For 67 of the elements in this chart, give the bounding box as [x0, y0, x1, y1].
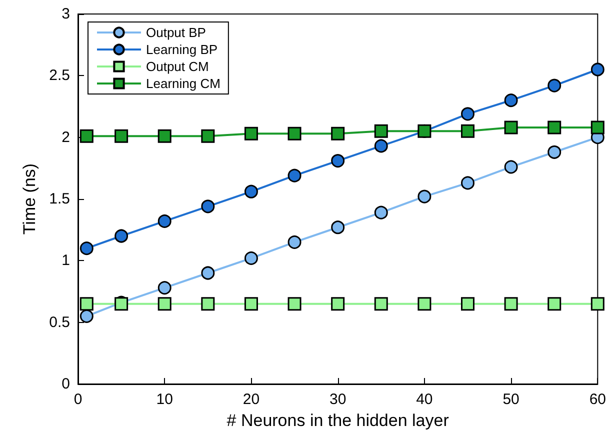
point	[504, 297, 518, 311]
point	[460, 124, 474, 138]
x-tick-label: 40	[416, 391, 433, 408]
point	[288, 297, 302, 311]
point	[504, 120, 518, 134]
point	[461, 176, 474, 190]
y-axis-title: Time (ns)	[20, 163, 39, 235]
legend-label: Learning CM	[146, 76, 220, 91]
point	[331, 220, 345, 234]
point	[504, 94, 518, 108]
point	[201, 200, 215, 214]
point	[460, 297, 474, 311]
y-tick-label: 0.5	[49, 314, 70, 331]
point	[374, 139, 388, 153]
x-tick-label: 50	[502, 391, 520, 408]
point	[331, 126, 345, 140]
point	[288, 235, 302, 249]
y-tick-label: 2	[62, 128, 70, 146]
x-tick-label: 30	[329, 391, 346, 408]
point	[288, 168, 302, 182]
point	[158, 214, 172, 228]
point	[374, 124, 388, 138]
point	[80, 129, 94, 143]
x-tick-label: 10	[156, 391, 173, 408]
point	[331, 154, 345, 168]
point	[590, 62, 604, 76]
point	[590, 120, 604, 134]
point	[201, 129, 215, 143]
point	[244, 297, 258, 311]
legend-label: Output BP	[146, 25, 206, 40]
point	[244, 184, 258, 198]
y-tick-label: 0	[62, 376, 70, 392]
point	[244, 251, 258, 265]
x-tick-label: 20	[242, 391, 260, 408]
point	[288, 126, 302, 140]
y-tick-label: 2.5	[49, 67, 70, 84]
point	[418, 190, 432, 204]
legend-label: Output CM	[146, 59, 209, 74]
point	[201, 297, 215, 311]
x-axis-title: # Neurons in the hidden layer	[226, 411, 450, 430]
y-tick-label: 1.5	[49, 190, 70, 208]
point	[331, 297, 345, 311]
x-tick-label: 0	[74, 391, 82, 408]
point	[548, 120, 562, 134]
point	[461, 107, 474, 121]
point	[80, 242, 94, 256]
point	[374, 206, 388, 220]
y-tick-label: 1	[62, 252, 70, 270]
point	[158, 129, 172, 143]
point	[80, 309, 94, 323]
point	[374, 297, 388, 311]
point	[504, 160, 518, 174]
point	[80, 297, 94, 311]
point	[548, 297, 562, 311]
x-tick-label: 60	[589, 391, 606, 408]
point	[590, 297, 604, 311]
point	[114, 129, 128, 143]
point	[158, 281, 172, 295]
y-tick-label: 3	[62, 6, 70, 22]
point	[158, 297, 172, 311]
point	[201, 266, 215, 280]
point	[548, 145, 562, 159]
legend-label: Learning BP	[146, 42, 218, 57]
point	[244, 126, 258, 140]
point	[418, 297, 432, 311]
point	[548, 78, 562, 92]
point	[114, 229, 128, 243]
